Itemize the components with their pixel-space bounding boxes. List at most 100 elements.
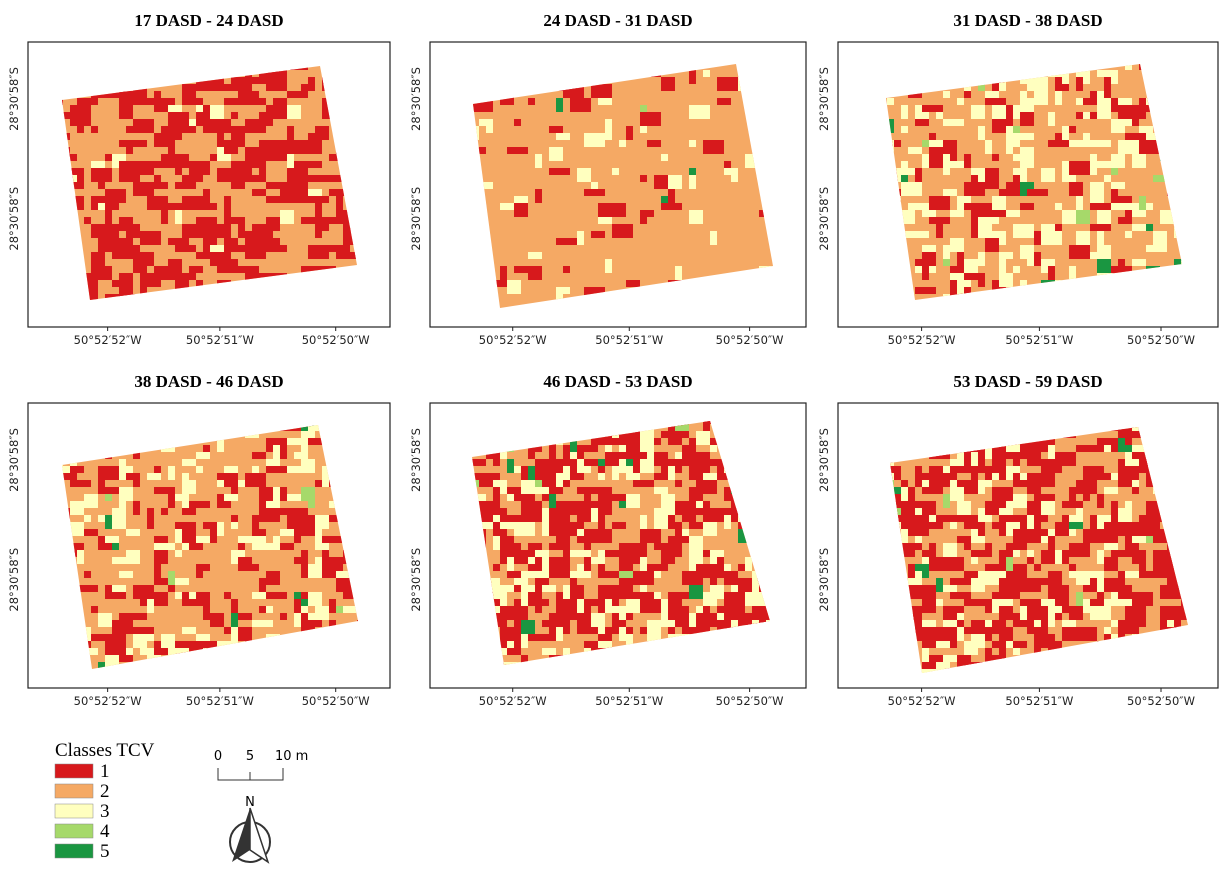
raster-cell	[696, 473, 703, 487]
x-coord-label: 50°52′52″W	[74, 694, 142, 708]
x-coord-label: 50°52′50″W	[302, 333, 370, 347]
raster-cell	[915, 231, 929, 238]
raster-cell	[570, 452, 577, 459]
raster-cell	[668, 592, 689, 599]
raster-cell	[182, 592, 189, 606]
raster-cell	[168, 126, 175, 140]
raster-cell	[957, 536, 964, 543]
raster-cell	[1104, 77, 1111, 91]
raster-cell	[238, 557, 252, 564]
raster-cell	[971, 634, 978, 641]
raster-cell	[1125, 452, 1132, 466]
raster-cell	[98, 259, 105, 266]
raster-cell	[703, 606, 710, 620]
raster-cell	[1069, 140, 1083, 147]
raster-cell	[189, 245, 196, 252]
raster-cell	[1139, 515, 1160, 522]
raster-cell	[231, 515, 238, 522]
raster-cell	[915, 168, 922, 182]
raster-cell	[266, 620, 273, 627]
raster-cell	[717, 98, 731, 105]
raster-cell	[978, 487, 985, 494]
raster-cell	[1104, 599, 1111, 613]
raster-cell	[1055, 140, 1069, 147]
raster-cell	[245, 266, 252, 280]
raster-cell	[238, 480, 245, 487]
raster-cell	[922, 627, 936, 634]
raster-cell	[1139, 599, 1146, 606]
legend-title: Classes TCV	[55, 740, 155, 761]
raster-cell	[915, 266, 922, 273]
raster-cell	[1104, 557, 1118, 571]
raster-cell	[1027, 473, 1041, 480]
raster-cell	[563, 613, 577, 620]
raster-cell	[154, 564, 161, 578]
raster-cell	[915, 473, 922, 487]
raster-cell	[710, 445, 717, 452]
raster-cell	[133, 480, 140, 487]
raster-cell	[273, 536, 280, 550]
raster-cell	[528, 98, 535, 105]
raster-cell	[929, 133, 936, 140]
raster-cell	[1013, 648, 1020, 655]
raster-cell	[612, 168, 619, 175]
raster-cell	[901, 529, 908, 543]
raster-cell	[147, 196, 168, 210]
scale-label: 0	[214, 749, 222, 764]
y-coord-label: 28°30′58″S	[817, 428, 831, 492]
raster-cell	[598, 487, 612, 501]
raster-cell	[259, 168, 266, 175]
raster-cell	[1055, 231, 1062, 245]
raster-cell	[985, 168, 999, 182]
raster-cell	[259, 508, 280, 522]
raster-cell	[1069, 522, 1083, 529]
raster-cell	[252, 224, 259, 231]
raster-cell	[943, 620, 957, 627]
raster-cell	[908, 203, 922, 210]
raster-cell	[1034, 620, 1041, 627]
raster-cell	[971, 105, 985, 119]
raster-cell	[182, 627, 196, 634]
y-coord-label: 28°30′58″S	[409, 428, 423, 492]
y-coord-label: 28°30′58″S	[817, 187, 831, 251]
raster-cell	[1097, 592, 1104, 606]
raster-cell	[943, 245, 950, 259]
raster-cell	[521, 466, 528, 480]
raster-cell	[1104, 203, 1111, 210]
north-arrow-right	[250, 808, 268, 862]
raster-cell	[70, 119, 77, 126]
raster-cell	[717, 606, 724, 613]
raster-cell	[668, 175, 682, 189]
raster-cell	[598, 585, 619, 599]
raster-cell	[210, 154, 217, 161]
raster-cell	[196, 224, 203, 238]
raster-cell	[287, 515, 294, 529]
raster-cell	[168, 543, 175, 550]
raster-cell	[1125, 210, 1132, 224]
raster-cell	[696, 431, 710, 445]
raster-cell	[1020, 606, 1027, 620]
raster-cell	[570, 585, 584, 599]
raster-cell	[929, 154, 943, 168]
raster-cell	[640, 126, 647, 133]
raster-cell	[577, 515, 584, 529]
raster-cell	[950, 578, 971, 585]
raster-cell	[598, 627, 605, 634]
panel-title: 24 DASD - 31 DASD	[543, 11, 692, 30]
raster-cell	[182, 84, 189, 91]
raster-cell	[1083, 466, 1104, 473]
raster-cell	[929, 557, 943, 571]
raster-cell	[210, 245, 224, 252]
raster-cell	[273, 70, 280, 84]
raster-cell	[500, 599, 507, 606]
raster-cell	[957, 203, 964, 217]
raster-cell	[189, 273, 196, 280]
raster-cell	[140, 280, 161, 287]
raster-cell	[971, 175, 978, 182]
raster-cell	[682, 620, 689, 634]
raster-cell	[1132, 259, 1146, 266]
raster-cell	[1125, 133, 1146, 140]
raster-cell	[999, 280, 1006, 287]
raster-cell	[315, 140, 322, 147]
raster-cell	[189, 459, 196, 466]
